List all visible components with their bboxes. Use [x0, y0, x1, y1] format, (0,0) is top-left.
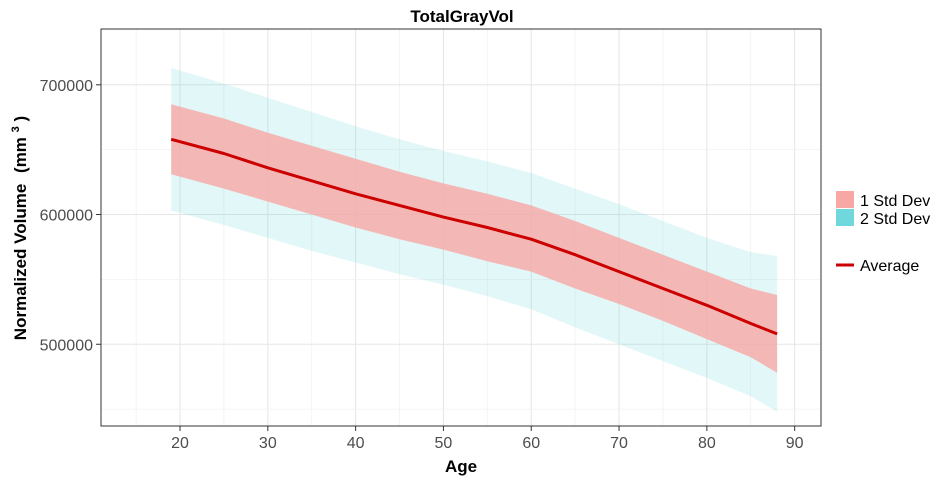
x-tick-label: 30	[259, 435, 277, 452]
legend-label-average: Average	[860, 258, 919, 275]
y-axis-title-unit-close: )	[11, 116, 30, 122]
y-tick-label: 700000	[40, 78, 93, 95]
x-tick-label: 90	[786, 435, 804, 452]
bands	[171, 67, 778, 412]
legend-label-2-std-dev: 2 Std Dev	[860, 211, 930, 228]
legend-key-2-std-dev	[836, 209, 854, 226]
x-tick-label: 70	[610, 435, 628, 452]
x-axis-title: Age	[445, 457, 477, 476]
x-axis-ticks: 20 30 40 50 60 70 80 90	[171, 426, 804, 452]
x-tick-label: 60	[522, 435, 540, 452]
legend-label-1-std-dev: 1 Std Dev	[860, 193, 930, 210]
y-tick-label: 500000	[40, 337, 93, 354]
average-line	[170, 137, 778, 336]
y-axis-title-unit: (mm	[11, 137, 30, 173]
chart-title: TotalGrayVol	[410, 7, 513, 26]
x-tick-label: 50	[435, 435, 453, 452]
grid	[101, 29, 821, 426]
y-axis-title: Normalized Volume (mm 3 )	[4, 116, 30, 340]
lines	[170, 137, 778, 336]
legend-key-1-std-dev	[836, 191, 854, 208]
y-axis-title-unit-exponent: 3	[10, 126, 22, 132]
panel-border	[100, 28, 822, 427]
x-tick-label: 40	[347, 435, 365, 452]
x-tick-label: 80	[698, 435, 716, 452]
y-axis-ticks: 500000 600000 700000	[40, 78, 101, 354]
x-tick-label: 20	[171, 435, 189, 452]
band-1-std-dev	[171, 104, 778, 373]
y-tick-label: 600000	[40, 208, 93, 225]
y-axis-title-main: Normalized Volume	[11, 184, 30, 341]
